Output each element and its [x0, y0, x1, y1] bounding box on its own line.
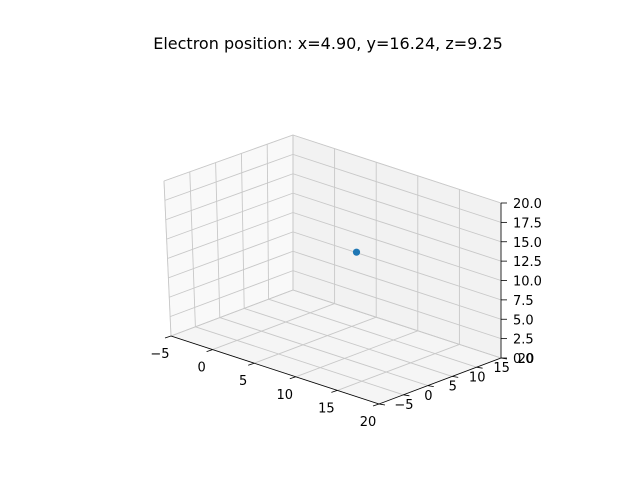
grid-line-z-back: [292, 231, 502, 301]
grid-line-z-left: [167, 212, 294, 259]
x-tick-label: −5: [150, 347, 169, 362]
electron-point: [352, 248, 361, 256]
x-tick-mark: [372, 403, 380, 407]
z-axis-ticks: 0.0 2.5 5.0 7.5 10.0 12.5 15.0 17.5 20.0: [501, 197, 542, 367]
z-tick-label: 2.5: [513, 333, 534, 348]
grid-line-z-back: [292, 250, 502, 320]
chart-title: Electron position: x=4.90, y=16.24, z=9.…: [153, 34, 503, 53]
grid-line-z-back: [292, 134, 502, 204]
grid-line-z-left: [170, 289, 294, 337]
grid-line-z-left: [169, 250, 294, 298]
grid-line-z-left: [168, 231, 294, 279]
grid-line-z-back: [292, 270, 502, 340]
z-tick-label: 17.5: [513, 216, 542, 231]
x-axis-ticks: −5 0 5 10 15 20: [150, 335, 380, 430]
y-tick-label: 0: [424, 389, 432, 404]
grid-line-z-back: [292, 153, 502, 223]
data-points: [352, 248, 361, 256]
grid-line-z-left: [164, 153, 294, 201]
grid-line-z-back: [292, 173, 502, 243]
y-tick-label: 15: [493, 361, 510, 376]
axes-3d: −5 0 5 10 15 20 −5 0 5 10 15 20 0.0 2.5 5.0 7.5 10.0 12…: [150, 134, 542, 430]
y-tick-mark: [378, 403, 386, 406]
z-tick-label: 0.0: [513, 352, 534, 367]
y-tick-label: 5: [449, 380, 457, 395]
x-tick-mark: [206, 349, 213, 352]
grid-line-z-back: [292, 212, 502, 281]
x-tick-mark: [248, 362, 255, 366]
grid-line-y-floor: [268, 298, 477, 368]
y-tick-label: 10: [469, 370, 486, 385]
grid-line-y-floor: [219, 317, 428, 387]
grid-line-y-floor: [244, 307, 453, 377]
y-tick-mark: [403, 394, 410, 397]
grid-line-x-floor: [254, 316, 377, 364]
x-tick-mark: [331, 390, 338, 393]
x-tick-mark: [289, 376, 296, 380]
x-tick-label: 15: [318, 401, 335, 416]
grid-line-z-back: [292, 289, 502, 359]
grid-line-z-back: [292, 192, 502, 262]
grid-line-z-left: [163, 134, 294, 182]
y-tick-mark: [452, 376, 459, 378]
y-axis-ticks: −5 0 5 10 15 20: [378, 352, 535, 413]
grid-line-z-left: [169, 270, 294, 318]
grid-line-z-left: [166, 192, 294, 240]
z-tick-label: 10.0: [513, 275, 542, 290]
grid-line-z-left: [165, 173, 294, 221]
z-tick-label: 7.5: [513, 294, 534, 309]
z-tick-label: 12.5: [513, 255, 542, 270]
z-tick-label: 5.0: [513, 313, 534, 328]
z-tick-label: 20.0: [513, 197, 542, 212]
grid-line-x-floor: [295, 330, 418, 378]
x-tick-label: 10: [277, 388, 294, 403]
x-axis-line: [170, 335, 380, 405]
x-tick-label: 0: [197, 361, 205, 376]
x-tick-label: 5: [239, 374, 247, 389]
y-tick-label: 20: [518, 352, 535, 367]
x-tick-label: 20: [360, 415, 377, 430]
z-tick-label: 15.0: [513, 236, 542, 251]
x-tick-mark: [164, 335, 172, 339]
y-tick-mark: [476, 366, 483, 369]
y-axis-line: [378, 357, 502, 405]
y-tick-label: −5: [394, 398, 413, 413]
grid-line-x-floor: [212, 303, 335, 351]
grid-line-x-floor: [337, 343, 460, 391]
grid-line-y-floor: [195, 326, 404, 396]
y-tick-mark: [427, 385, 434, 387]
